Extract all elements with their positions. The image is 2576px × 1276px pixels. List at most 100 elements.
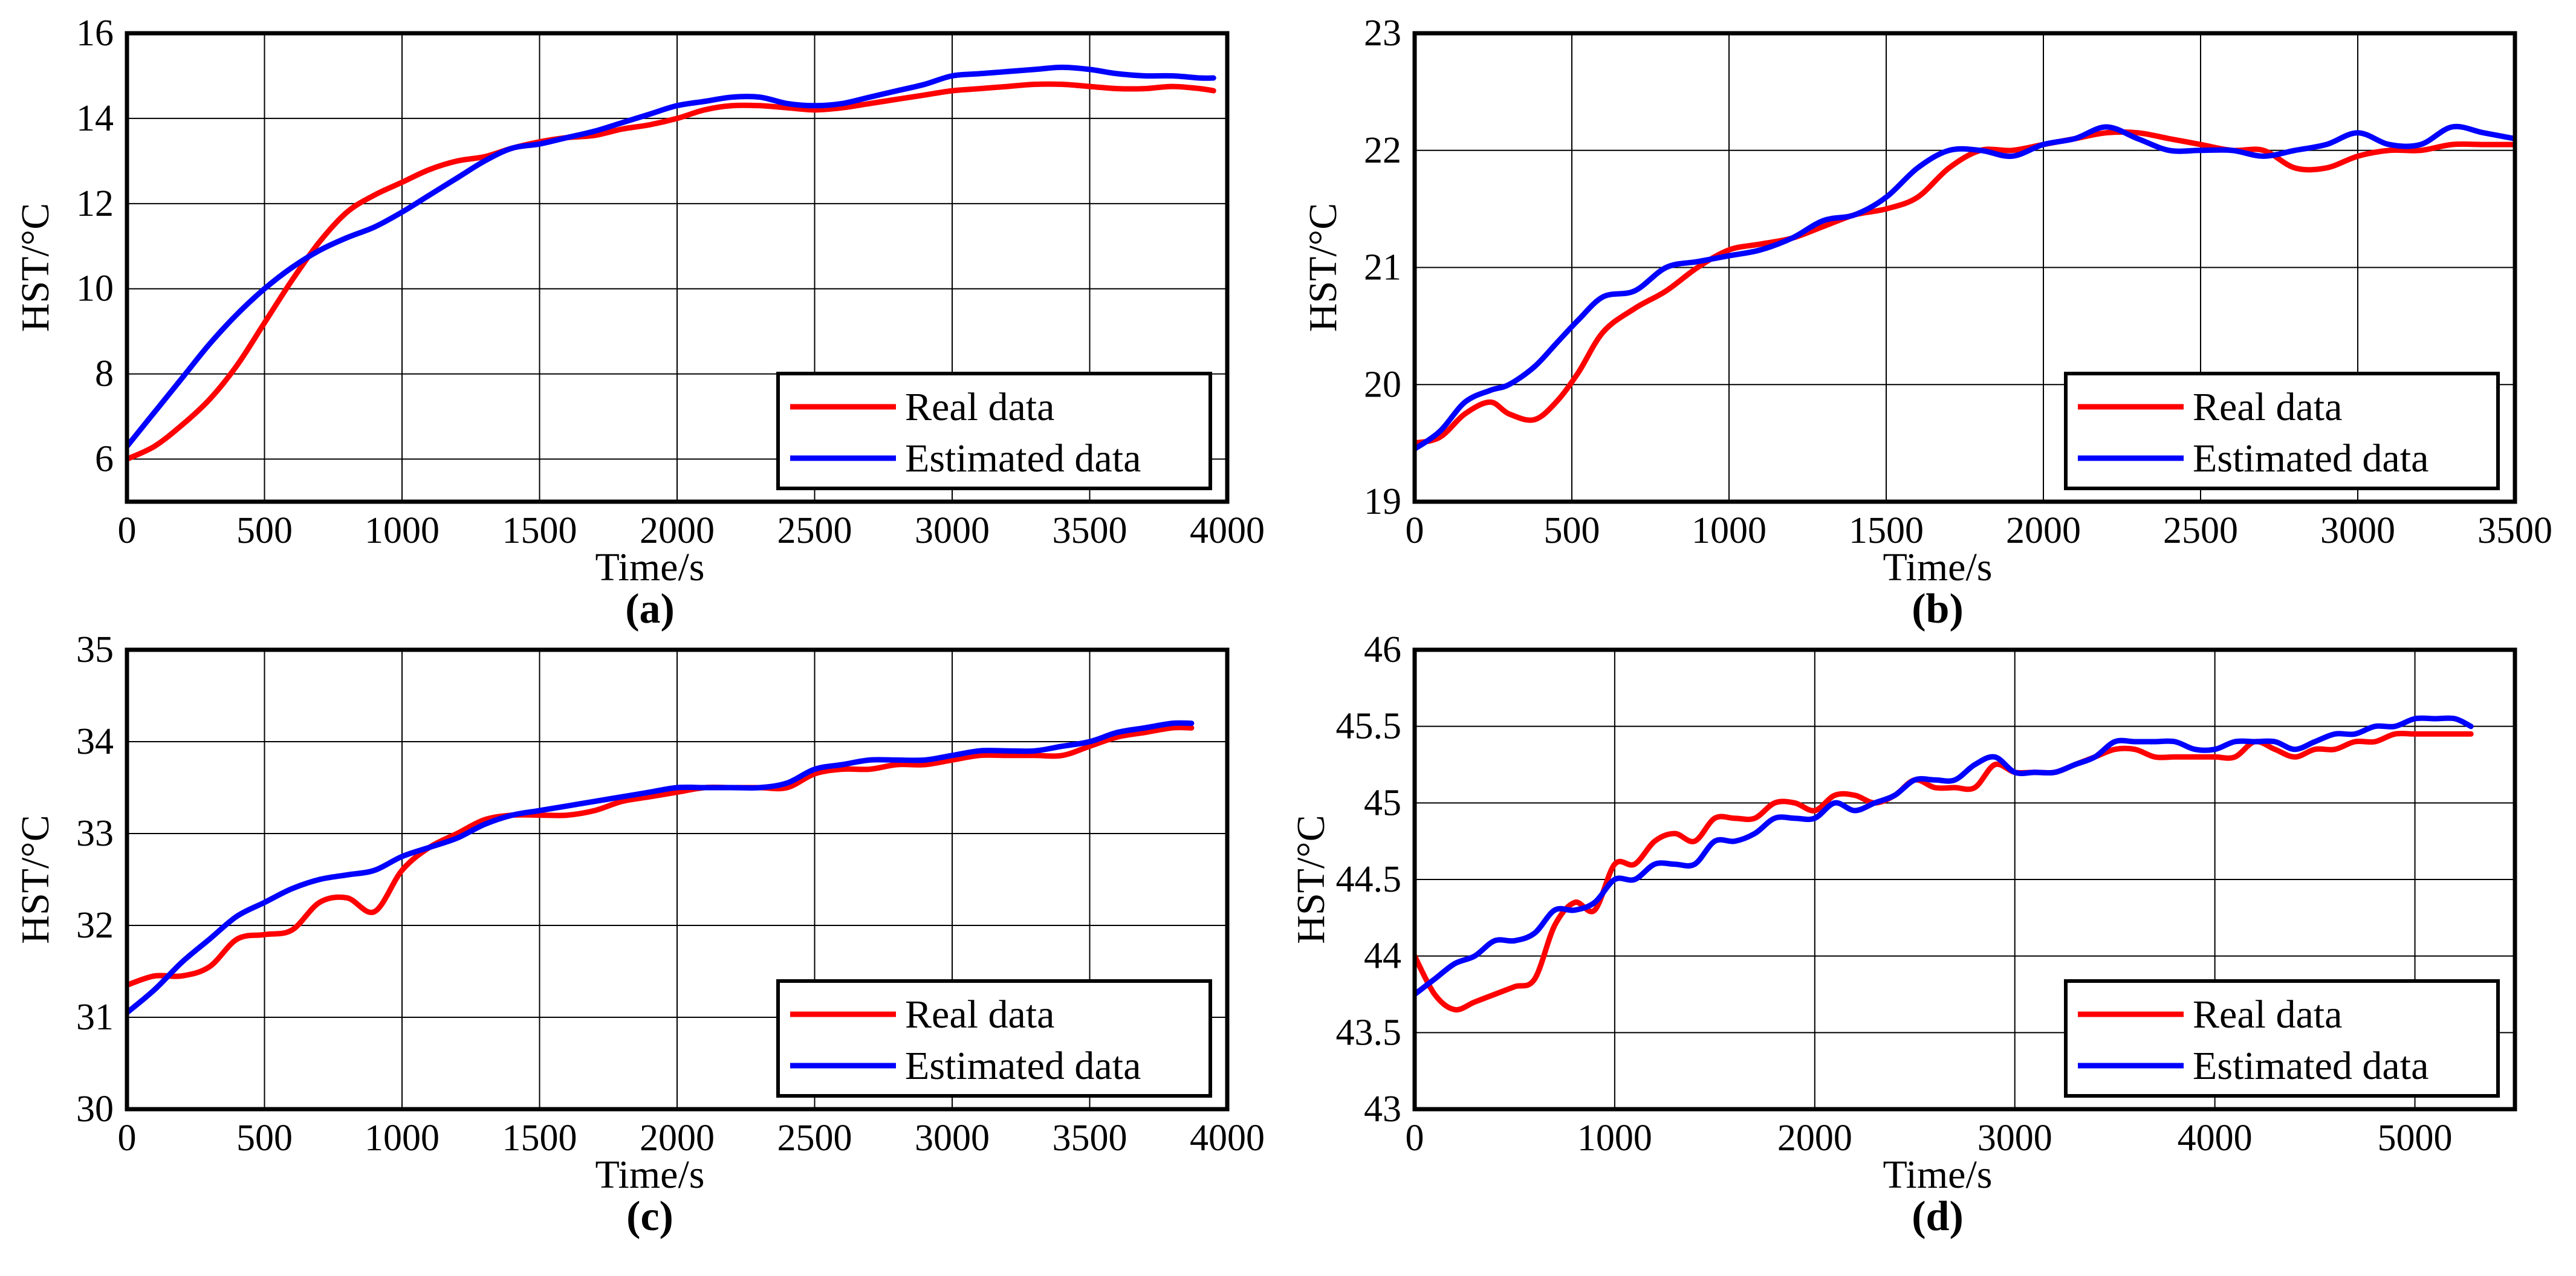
y-tick-label: 19	[1364, 481, 1401, 522]
panel-label: (d)	[1912, 1193, 1964, 1240]
legend-label-estimated: Estimated data	[905, 436, 1141, 481]
x-tick-label: 3500	[1053, 1118, 1127, 1159]
x-axis-label: Time/s	[1883, 545, 1993, 589]
series-line-estimated	[127, 720, 1195, 1015]
y-axis-label: HST/°C	[13, 203, 57, 332]
x-tick-label: 4000	[1190, 1118, 1265, 1159]
x-tick-label: 2000	[640, 510, 715, 551]
x-tick-label: 4000	[2178, 1118, 2253, 1159]
y-tick-label: 14	[76, 98, 114, 139]
x-tick-label: 4000	[1190, 510, 1265, 551]
x-tick-label: 2000	[640, 1118, 715, 1159]
chart-panel-1: 0 500 1000 1500 2000 2500 3000 3500 4000 6 8 10 12 14…	[13, 13, 1265, 632]
x-tick-label: 1500	[502, 510, 577, 551]
x-tick-label: 0	[118, 1118, 137, 1159]
x-tick-label: 0	[118, 510, 137, 551]
x-tick-label: 0	[1406, 1118, 1424, 1159]
y-tick-label: 8	[95, 354, 114, 395]
chart-panel-3: 0 500 1000 1500 2000 2500 3000 3500 4000 30 31 32 33…	[13, 629, 1265, 1240]
legend-label-estimated: Estimated data	[2193, 1044, 2428, 1088]
legend-label-real: Real data	[2193, 385, 2342, 429]
y-axis-label: HST/°C	[13, 815, 57, 944]
series-line-real	[1415, 129, 2515, 446]
chart-panel-2: 0 500 1000 1500 2000 2500 3000 3500 19 20 21 22 23 Ti…	[1301, 13, 2552, 632]
x-tick-label: 3500	[2477, 510, 2552, 551]
x-tick-label: 2500	[777, 1118, 852, 1159]
y-tick-label: 45.5	[1336, 706, 1402, 747]
x-tick-label: 1000	[365, 1118, 440, 1159]
x-tick-label: 3000	[2320, 510, 2395, 551]
y-tick-label: 12	[76, 183, 114, 224]
y-tick-label: 20	[1364, 364, 1401, 405]
legend-label-real: Real data	[2193, 993, 2342, 1037]
legend: Real data Estimated data	[776, 372, 1212, 490]
legend-label-estimated: Estimated data	[2193, 436, 2428, 481]
series-line-estimated	[127, 64, 1216, 449]
y-tick-label: 21	[1364, 247, 1401, 288]
panel-label: (b)	[1912, 586, 1964, 632]
y-tick-label: 6	[95, 439, 114, 480]
legend-label-real: Real data	[905, 993, 1054, 1037]
x-tick-label: 3000	[915, 1118, 990, 1159]
legend-box	[776, 372, 1212, 490]
legend: Real data Estimated data	[2064, 372, 2500, 490]
y-tick-label: 34	[76, 721, 114, 762]
x-tick-label: 500	[1544, 510, 1600, 551]
series-line-real	[1415, 730, 2474, 1013]
x-tick-label: 3500	[1053, 510, 1127, 551]
y-tick-label: 32	[76, 905, 114, 946]
x-tick-label: 1000	[365, 510, 440, 551]
x-tick-label: 2500	[777, 510, 852, 551]
legend-box	[2064, 979, 2500, 1098]
x-axis-label: Time/s	[1883, 1153, 1993, 1197]
y-tick-label: 23	[1364, 13, 1401, 54]
y-tick-label: 22	[1364, 130, 1401, 171]
x-tick-label: 500	[236, 510, 293, 551]
panel-label: (a)	[625, 586, 675, 632]
legend-label-real: Real data	[905, 385, 1054, 429]
x-tick-label: 0	[1406, 510, 1424, 551]
y-tick-label: 44.5	[1336, 859, 1402, 900]
series-line-estimated	[1415, 123, 2515, 452]
y-tick-label: 33	[76, 813, 114, 854]
panel-label: (c)	[626, 1193, 673, 1240]
x-tick-label: 1000	[1577, 1118, 1652, 1159]
legend-box	[776, 979, 1212, 1098]
y-tick-label: 31	[76, 997, 114, 1038]
plot-frame	[125, 647, 1230, 1112]
series-line-real	[127, 81, 1216, 462]
legend-label-estimated: Estimated data	[905, 1044, 1141, 1088]
x-tick-label: 1500	[1849, 510, 1924, 551]
x-tick-label: 500	[236, 1118, 293, 1159]
y-tick-label: 45	[1364, 782, 1401, 823]
series-line-estimated	[1415, 715, 2474, 997]
y-tick-label: 43.5	[1336, 1012, 1402, 1053]
chart-panel-4: 0 1000 2000 3000 4000 5000 43 43.5 44 44.5 45 45.5 4…	[1289, 629, 2517, 1240]
y-axis-label: HST/°C	[1301, 203, 1345, 332]
x-tick-label: 3000	[915, 510, 990, 551]
x-tick-label: 3000	[1977, 1118, 2052, 1159]
y-tick-label: 44	[1364, 936, 1401, 977]
y-tick-label: 10	[76, 268, 114, 309]
legend: Real data Estimated data	[776, 979, 1212, 1098]
y-tick-label: 16	[76, 13, 114, 54]
x-axis-label: Time/s	[595, 545, 705, 589]
plot-frame	[1412, 647, 2517, 1112]
x-axis-label: Time/s	[595, 1153, 705, 1197]
y-tick-label: 43	[1364, 1089, 1401, 1130]
x-tick-label: 1000	[1692, 510, 1767, 551]
x-tick-label: 5000	[2378, 1118, 2453, 1159]
y-axis-label: HST/°C	[1289, 815, 1333, 944]
y-tick-label: 35	[76, 629, 114, 670]
y-tick-label: 30	[76, 1089, 114, 1130]
x-tick-label: 2000	[2006, 510, 2081, 551]
y-tick-label: 46	[1364, 629, 1401, 670]
plot-frame	[125, 31, 1230, 504]
series-line-real	[127, 725, 1195, 988]
x-tick-label: 2500	[2163, 510, 2238, 551]
legend: Real data Estimated data	[2064, 979, 2500, 1098]
plot-frame	[1412, 31, 2517, 504]
legend-box	[2064, 372, 2500, 490]
